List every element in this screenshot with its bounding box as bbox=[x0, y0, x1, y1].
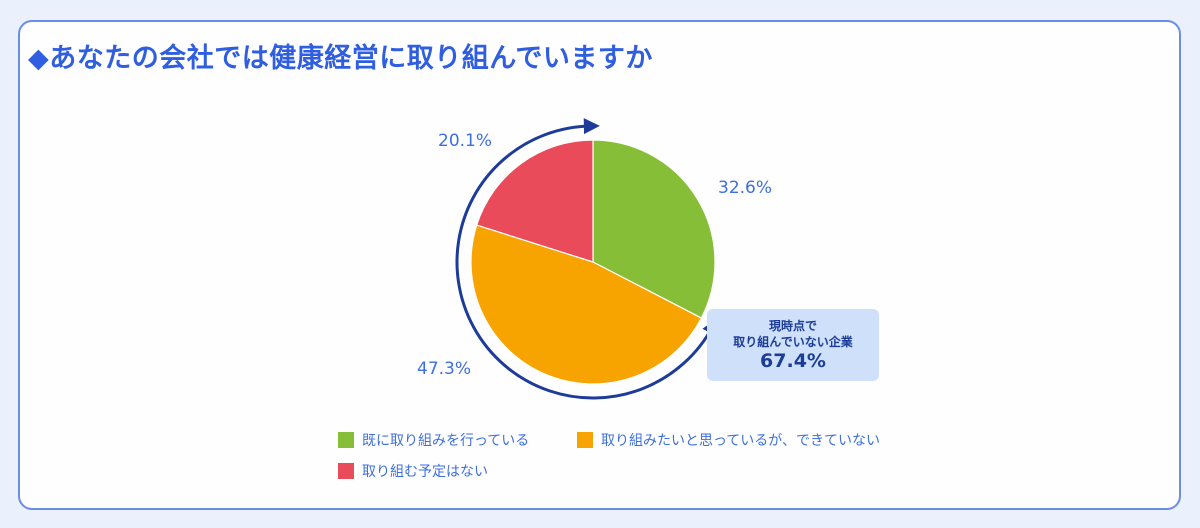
legend-item-engaged: 既に取り組みを行っている bbox=[338, 430, 529, 450]
legend-label: 既に取り組みを行っている bbox=[362, 433, 530, 449]
label-red-pct: 20.1% bbox=[438, 131, 493, 151]
label-orange-pct: 47.3% bbox=[417, 359, 472, 379]
callout-value: 67.4% bbox=[760, 350, 826, 372]
legend-swatch-orange bbox=[577, 432, 593, 448]
slice-engaged bbox=[592, 139, 716, 319]
legend-swatch-green bbox=[338, 432, 354, 448]
legend-swatch-red bbox=[338, 463, 354, 479]
legend-label: 取り組む予定はない bbox=[362, 464, 488, 480]
callout-line1: 現時点で bbox=[768, 319, 817, 333]
chart-title: ◆あなたの会社では健康経営に取り組んでいますか bbox=[28, 43, 653, 74]
slice-want-but-not bbox=[470, 224, 703, 385]
not-engaged-callout: 現時点で 取り組んでいない企業 67.4% bbox=[707, 309, 879, 381]
legend-item-want-but-not: 取り組みたいと思っているが、できていない bbox=[577, 430, 880, 450]
callout-line2: 取り組んでいない企業 bbox=[733, 335, 853, 349]
slice-no-plan bbox=[475, 139, 594, 263]
label-green-pct: 32.6% bbox=[718, 178, 773, 198]
not-engaged-arc-arrow bbox=[455, 124, 714, 400]
legend-label: 取り組みたいと思っているが、できていない bbox=[601, 433, 881, 449]
arrowhead-top-icon bbox=[583, 118, 600, 135]
legend-item-no-plan: 取り組む予定はない bbox=[338, 461, 488, 481]
